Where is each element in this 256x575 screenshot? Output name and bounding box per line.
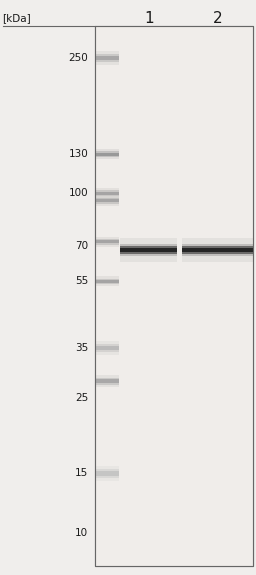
Bar [182,247,253,254]
Bar [95,191,119,195]
Bar [95,56,119,60]
Bar [95,469,119,478]
Bar [95,378,119,385]
Bar [120,248,177,252]
Bar [95,199,119,202]
Bar [95,380,119,383]
Bar [182,248,253,252]
Bar [95,153,119,156]
Bar [95,278,119,284]
Bar [95,280,119,283]
Text: 10: 10 [75,528,88,538]
Bar [95,51,119,65]
Bar [95,236,119,247]
Bar [95,341,119,355]
Bar [95,196,119,206]
Bar [95,150,119,159]
Text: 15: 15 [75,469,88,478]
Bar [95,346,119,350]
Text: 70: 70 [75,241,88,251]
Bar [95,190,119,196]
Text: 1: 1 [144,11,154,26]
Text: 55: 55 [75,277,88,286]
Text: 250: 250 [69,53,88,63]
Bar [95,53,119,62]
Bar [95,472,119,476]
Bar [95,151,119,157]
Bar [95,187,119,198]
Bar [95,240,119,243]
Bar [95,344,119,352]
Bar [95,375,119,387]
Bar [95,26,253,566]
Text: 35: 35 [75,343,88,353]
Bar [95,277,119,286]
Text: 25: 25 [75,393,88,403]
Bar [120,238,177,262]
Bar [95,198,119,204]
Text: [kDa]: [kDa] [3,13,31,23]
Text: 2: 2 [213,11,222,26]
Bar [120,247,177,254]
Text: 130: 130 [69,150,88,159]
Text: 100: 100 [69,188,88,198]
Bar [95,26,253,566]
Bar [95,466,119,481]
Bar [95,239,119,244]
Bar [120,244,177,256]
Bar [182,244,253,256]
Bar [95,26,253,566]
Bar [182,238,253,262]
